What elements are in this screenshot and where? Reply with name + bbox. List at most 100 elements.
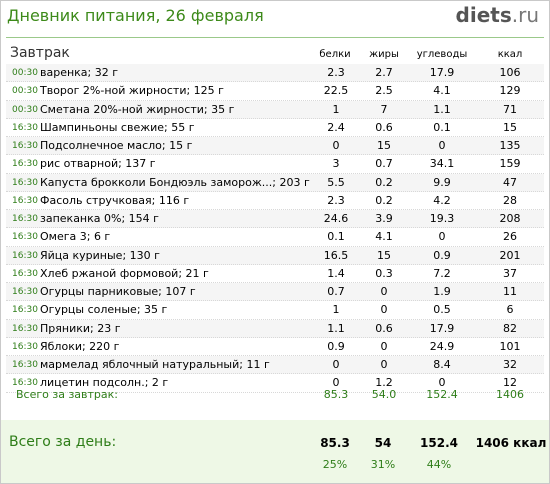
table-row: 16:30 лицетин подсолн.; 2 г 0 1.2 0 12 [6, 374, 544, 393]
food-name[interactable]: Яйца куриные; 130 г [40, 248, 160, 262]
table-row: 00:30 Сметана 20%-ной жирности; 35 г 1 7 1.1… [6, 100, 544, 119]
fat-value: 7 [380, 102, 388, 116]
day-total-protein-pct: 25% [322, 458, 348, 471]
fat-value: 15 [377, 248, 391, 262]
meal-total-carbs: 152.4 [426, 388, 458, 401]
meal-time: 16:30 [12, 287, 38, 297]
food-name[interactable]: Пряники; 23 г [40, 321, 121, 335]
carbs-value: 17.9 [429, 66, 455, 79]
meal-total-kcal: 1406 [496, 388, 524, 401]
protein-value: 1 [332, 102, 340, 116]
food-table: 00:30 варенка; 32 г 2.3 2.7 17.9 106 00:30 Твор… [6, 64, 544, 393]
meal-total-protein: 85.3 [323, 388, 349, 401]
fat-value: 0.2 [375, 175, 393, 189]
food-name[interactable]: Фасоль стручковая; 116 г [40, 193, 190, 207]
protein-value: 0.1 [327, 230, 345, 244]
food-name[interactable]: рис отварной; 137 г [40, 157, 156, 171]
kcal-value: 47 [503, 175, 517, 189]
food-name[interactable]: Творог 2%-ной жирности; 125 г [40, 84, 224, 98]
fat-value: 0.6 [375, 120, 393, 134]
day-total-protein: 85.3 [320, 436, 350, 450]
fat-value: 0 [380, 358, 388, 371]
food-name[interactable]: Хлеб ржаной формовой; 21 г [40, 266, 209, 280]
food-name[interactable]: Подсолнечное масло; 15 г [40, 139, 193, 152]
food-name[interactable]: Сметана 20%-ной жирности; 35 г [40, 102, 235, 116]
food-name[interactable]: Огурцы парниковые; 107 г [40, 285, 196, 298]
meal-time: 00:30 [12, 104, 38, 115]
day-total-kcal: 1406 ккал [475, 436, 547, 450]
fat-value: 4.1 [375, 230, 393, 244]
protein-value: 0 [332, 358, 340, 371]
food-name[interactable]: Яблоки; 220 г [40, 339, 120, 353]
kcal-value: 106 [499, 66, 521, 79]
meal-time: 16:30 [12, 360, 38, 370]
day-total-panel: Всего за день: 85.3 54 152.4 1406 ккал 2… [1, 420, 549, 483]
day-total-label: Всего за день: [9, 434, 117, 450]
fat-value: 0.6 [375, 321, 393, 335]
kcal-value: 28 [503, 193, 517, 207]
fat-value: 0.2 [375, 193, 393, 207]
column-header-fat: жиры [369, 49, 399, 60]
protein-value: 5.5 [327, 175, 345, 189]
protein-value: 24.6 [323, 212, 349, 225]
carbs-value: 0 [438, 230, 446, 244]
fat-value: 0 [380, 285, 388, 298]
meal-time: 16:30 [12, 341, 38, 352]
meal-total-label: Всего за завтрак: [16, 388, 119, 401]
food-name[interactable]: запеканка 0%; 154 г [40, 212, 159, 225]
meal-title: Завтрак [10, 45, 70, 61]
fat-value: 2.7 [375, 66, 393, 79]
carbs-value: 9.9 [433, 175, 451, 189]
food-name[interactable]: мармелад яблочный натуральный; 11 г [40, 358, 270, 371]
protein-value: 22.5 [323, 84, 349, 98]
carbs-value: 8.4 [433, 358, 451, 371]
carbs-value: 0.1 [433, 120, 451, 134]
carbs-value: 17.9 [429, 321, 455, 335]
protein-value: 0 [332, 376, 340, 390]
fat-value: 1.2 [375, 376, 393, 390]
kcal-value: 6 [506, 303, 514, 317]
table-row: 16:30 Капуста брокколи Бондюэль заморож..… [6, 173, 544, 192]
protein-value: 1 [332, 303, 340, 317]
table-row: 16:30 Яблоки; 220 г 0.9 0 24.9 101 [6, 338, 544, 356]
table-row: 00:30 варенка; 32 г 2.3 2.7 17.9 106 [6, 64, 544, 83]
kcal-value: 201 [499, 248, 521, 262]
table-row: 16:30 запеканка 0%; 154 г 24.6 3.9 19.3 208 [6, 210, 544, 229]
food-name[interactable]: варенка; 32 г [40, 66, 119, 79]
carbs-value: 0.5 [433, 303, 451, 317]
protein-value: 3 [332, 157, 340, 171]
meal-time: 16:30 [12, 268, 38, 279]
protein-value: 0.9 [327, 339, 345, 353]
page-title: Дневник питания, 26 февраля [7, 6, 264, 25]
table-row: 16:30 Хлеб ржаной формовой; 21 г 1.4 0.3 7.2… [6, 265, 544, 283]
carbs-value: 4.2 [433, 193, 451, 207]
table-row: 16:30 Яйца куриные; 130 г 16.5 15 0.9 201 [6, 246, 544, 265]
kcal-value: 208 [499, 212, 521, 225]
column-header-kcal: ккал [497, 49, 523, 60]
food-name[interactable]: Шампиньоны свежие; 55 г [40, 120, 195, 134]
protein-value: 0 [332, 139, 340, 152]
kcal-value: 37 [503, 266, 517, 280]
food-name[interactable]: Омега 3; 6 г [40, 230, 111, 244]
food-name[interactable]: лицетин подсолн.; 2 г [40, 376, 169, 390]
kcal-value: 135 [499, 139, 521, 152]
table-row: 16:30 рис отварной; 137 г 3 0.7 34.1 159 [6, 155, 544, 174]
carbs-value: 1.9 [433, 285, 451, 298]
meal-time: 16:30 [12, 177, 38, 188]
protein-value: 1.4 [327, 266, 345, 280]
meal-time: 00:30 [12, 68, 38, 78]
food-name[interactable]: Капуста брокколи Бондюэль заморож...; 20… [40, 175, 310, 189]
day-total-carbs: 152.4 [420, 436, 458, 450]
logo-tld: .ru [511, 3, 539, 27]
kcal-value: 159 [499, 157, 521, 171]
site-logo[interactable]: diets.ru [456, 3, 539, 27]
table-row: 16:30 мармелад яблочный натуральный; 11 г… [6, 356, 544, 375]
food-name[interactable]: Огурцы соленые; 35 г [40, 303, 168, 317]
carbs-value: 0 [438, 139, 446, 152]
protein-value: 16.5 [323, 248, 349, 262]
carbs-value: 19.3 [429, 212, 455, 225]
header-divider [6, 37, 544, 38]
fat-value: 3.9 [375, 212, 393, 225]
carbs-value: 1.1 [433, 102, 451, 116]
table-row: 16:30 Огурцы соленые; 35 г 1 0 0.5 6 [6, 301, 544, 320]
